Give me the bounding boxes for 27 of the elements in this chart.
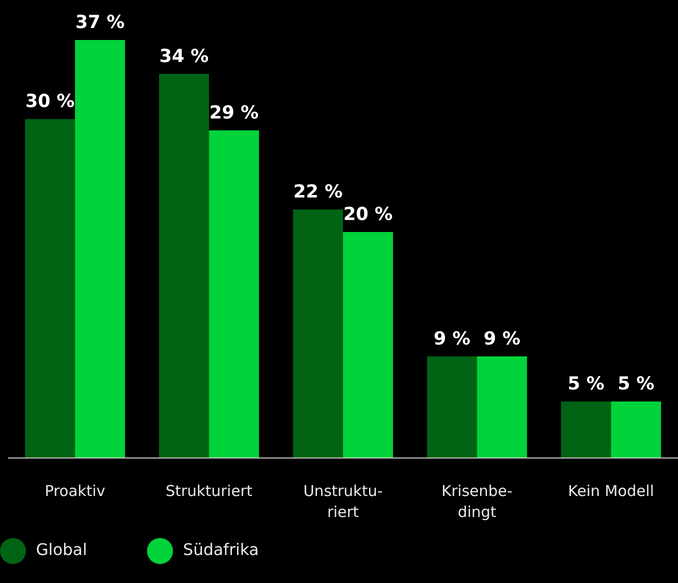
data-label: 9 % xyxy=(434,328,470,350)
bar xyxy=(561,402,612,458)
bar xyxy=(293,209,344,458)
data-label: 34 % xyxy=(159,46,209,67)
bar xyxy=(209,130,260,458)
data-label: 20 % xyxy=(343,204,393,226)
bar xyxy=(343,232,394,458)
x-tick-label: Unstruktu- riert xyxy=(303,482,383,521)
bar xyxy=(477,356,528,458)
bar xyxy=(159,74,210,458)
data-label: 29 % xyxy=(209,102,259,124)
data-label: 37 % xyxy=(75,12,125,33)
legend-label: Global xyxy=(36,540,88,560)
x-tick-label: Kein Modell xyxy=(568,482,654,500)
bar xyxy=(25,119,76,458)
legend-label: Südafrika xyxy=(183,540,259,560)
bar xyxy=(75,40,126,458)
data-label: 9 % xyxy=(484,328,520,350)
x-tick-label: Krisenbe- dingt xyxy=(442,482,512,521)
x-tick-label: Proaktiv xyxy=(44,482,106,500)
bar xyxy=(611,402,662,458)
data-label: 30 % xyxy=(25,91,75,112)
data-label: 5 % xyxy=(568,374,604,395)
bar xyxy=(427,356,478,458)
data-label: 22 % xyxy=(293,181,343,202)
data-label: 5 % xyxy=(618,374,654,395)
x-tick-label: Strukturiert xyxy=(166,482,252,500)
